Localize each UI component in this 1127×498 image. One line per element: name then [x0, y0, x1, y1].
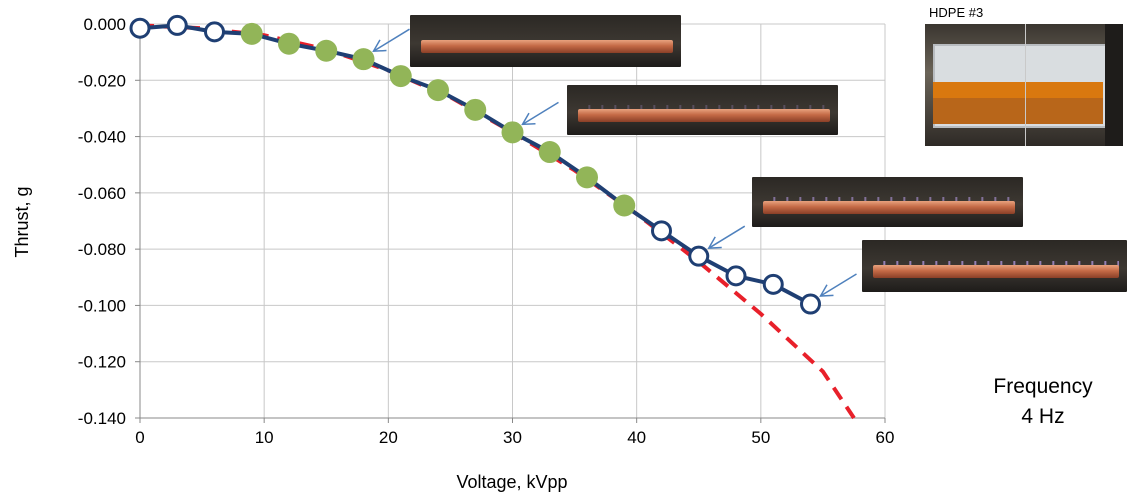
x-axis-title: Voltage, kVpp: [456, 472, 567, 492]
x-tick-labels: 0 10 20 30 40 50 60: [135, 428, 894, 447]
y-tick-label: -0.120: [78, 353, 126, 372]
y-tick-label: 0.000: [83, 15, 126, 34]
open-circle-marker: [129, 17, 151, 39]
x-tick-label: 0: [135, 428, 144, 447]
x-tick-label: 50: [751, 428, 770, 447]
open-circle-marker: [800, 293, 821, 315]
electrode-photo-30kv: [567, 85, 838, 135]
arrow-shaft: [373, 28, 410, 52]
open-circle-marker: [651, 220, 672, 242]
filled-marker: [538, 141, 561, 164]
open-circle-marker: [204, 21, 225, 43]
sample-photo: [925, 24, 1123, 146]
filled-marker: [352, 48, 375, 71]
electrode-photo-54kv: [862, 240, 1127, 292]
x-tick-label: 40: [627, 428, 646, 447]
annotation-arrow: [521, 101, 559, 126]
sample-label: HDPE #3: [929, 5, 984, 20]
open-circle-marker: [725, 265, 747, 287]
electrode-photo-45kv: [752, 177, 1023, 227]
open-circle-marker: [762, 273, 784, 295]
y-tick-label: -0.060: [78, 184, 126, 203]
open-circle-marker: [166, 14, 188, 36]
annotation-arrow: [707, 225, 746, 249]
filled-marker: [240, 22, 263, 45]
annotation-arrow: [819, 273, 857, 297]
filled-marker: [278, 32, 300, 55]
frequency-label: Frequency 4 Hz: [968, 372, 1118, 432]
y-tick-label: -0.080: [78, 240, 126, 259]
y-axis-title: Thrust, g: [12, 186, 32, 257]
x-tick-label: 30: [503, 428, 522, 447]
x-tick-label: 10: [255, 428, 274, 447]
measured-line: [139, 23, 812, 306]
arrow-shaft: [820, 273, 857, 297]
y-tick-label: -0.040: [78, 128, 126, 147]
filled-marker: [464, 98, 487, 121]
electrode-photo-18kv: [410, 15, 681, 67]
annotation-arrows: [372, 28, 857, 297]
filled-marker: [427, 79, 449, 102]
filled-marker: [501, 121, 524, 144]
annotation-arrow: [372, 28, 410, 52]
y-tick-labels: 0.000 -0.020 -0.040 -0.060 -0.080 -0.100 -0.12…: [78, 15, 126, 428]
frequency-label-line1: Frequency: [993, 375, 1093, 398]
filled-marker: [315, 39, 338, 62]
y-tick-label: -0.140: [78, 409, 126, 428]
arrow-shaft: [522, 101, 559, 125]
filled-marker: [389, 65, 412, 88]
arrow-head: [819, 284, 834, 297]
arrow-shaft: [708, 225, 746, 249]
filled-marker: [613, 194, 636, 217]
x-tick-label: 60: [876, 428, 895, 447]
arrow-head: [707, 236, 722, 249]
arrow-head: [521, 112, 536, 126]
arrow-head: [372, 39, 387, 52]
filled-marker-series: [240, 22, 636, 217]
y-tick-label: -0.020: [78, 71, 126, 90]
x-tick-label: 20: [379, 428, 398, 447]
open-circle-marker: [688, 245, 710, 267]
filled-marker: [576, 166, 598, 189]
frequency-label-line2: 4 Hz: [1021, 405, 1065, 428]
y-tick-label: -0.100: [78, 296, 126, 315]
